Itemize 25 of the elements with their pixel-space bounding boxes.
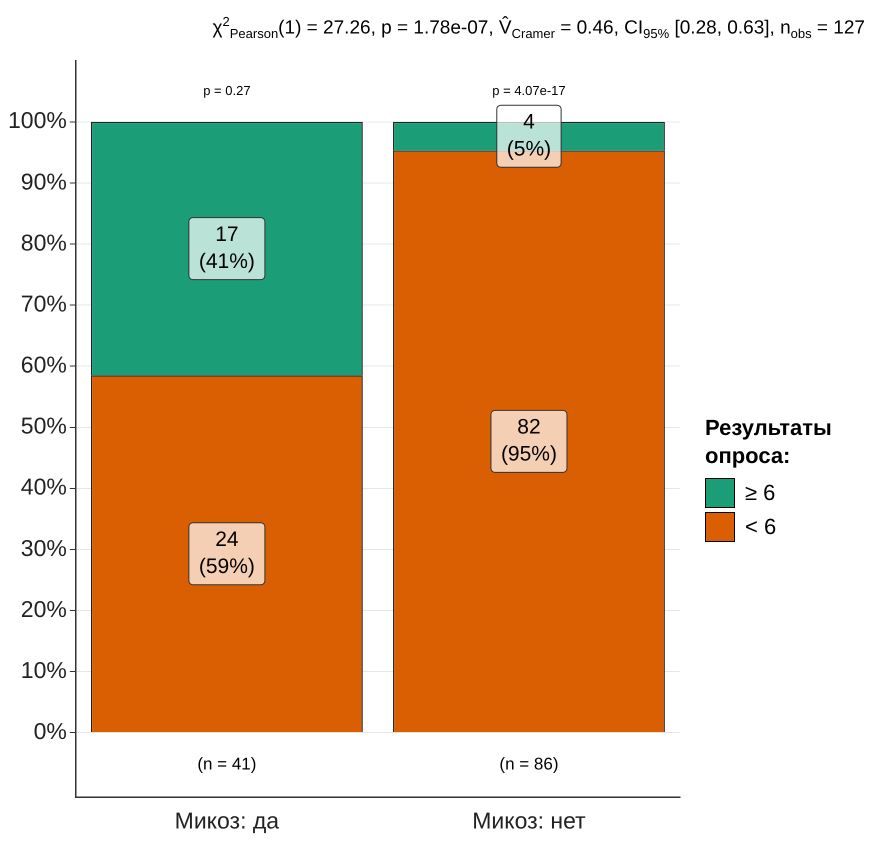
- y-tick-label: 30%: [20, 534, 67, 561]
- y-tick-label: 70%: [20, 290, 67, 316]
- data-label: 17 (41%): [198, 222, 255, 273]
- y-tick-label: 0%: [34, 718, 67, 744]
- y-tick-label: 10%: [20, 656, 67, 683]
- annotation: (n = 41): [197, 754, 256, 774]
- y-tick-label: 20%: [20, 596, 67, 622]
- y-tick-label: 80%: [20, 229, 67, 256]
- y-tick-label: 60%: [20, 352, 67, 378]
- y-tick-label: 50%: [20, 412, 67, 439]
- legend-title: Результаты опроса:: [705, 414, 833, 470]
- data-label: 4 (5%): [506, 110, 552, 161]
- y-tick-label: 40%: [20, 474, 67, 500]
- chart-title: χ$^{2}$$_{Pearson}$(1) = 27.26, p = 1.78e-07, V̂$_{Cramer}$ = 0.46, CI$_{95%}$ [0.28, 0.63], n$_{obs}$ = 127: [212, 14, 865, 42]
- text: < 6: [745, 514, 776, 540]
- data-label: 24 (59%): [198, 528, 255, 578]
- data-label: 82 (95%): [500, 416, 557, 466]
- x-tick-label: Микоз: нет: [472, 808, 586, 834]
- x-tick-label: Микоз: да: [174, 808, 280, 834]
- annotation: p = 0.27: [203, 82, 251, 98]
- annotation: (n = 86): [499, 754, 558, 774]
- legend-label: ≥ 6: [745, 480, 776, 506]
- y-tick-label: 90%: [20, 168, 67, 194]
- annotation: p = 4.07e-17: [492, 82, 566, 98]
- y-tick-label: 100%: [8, 107, 67, 134]
